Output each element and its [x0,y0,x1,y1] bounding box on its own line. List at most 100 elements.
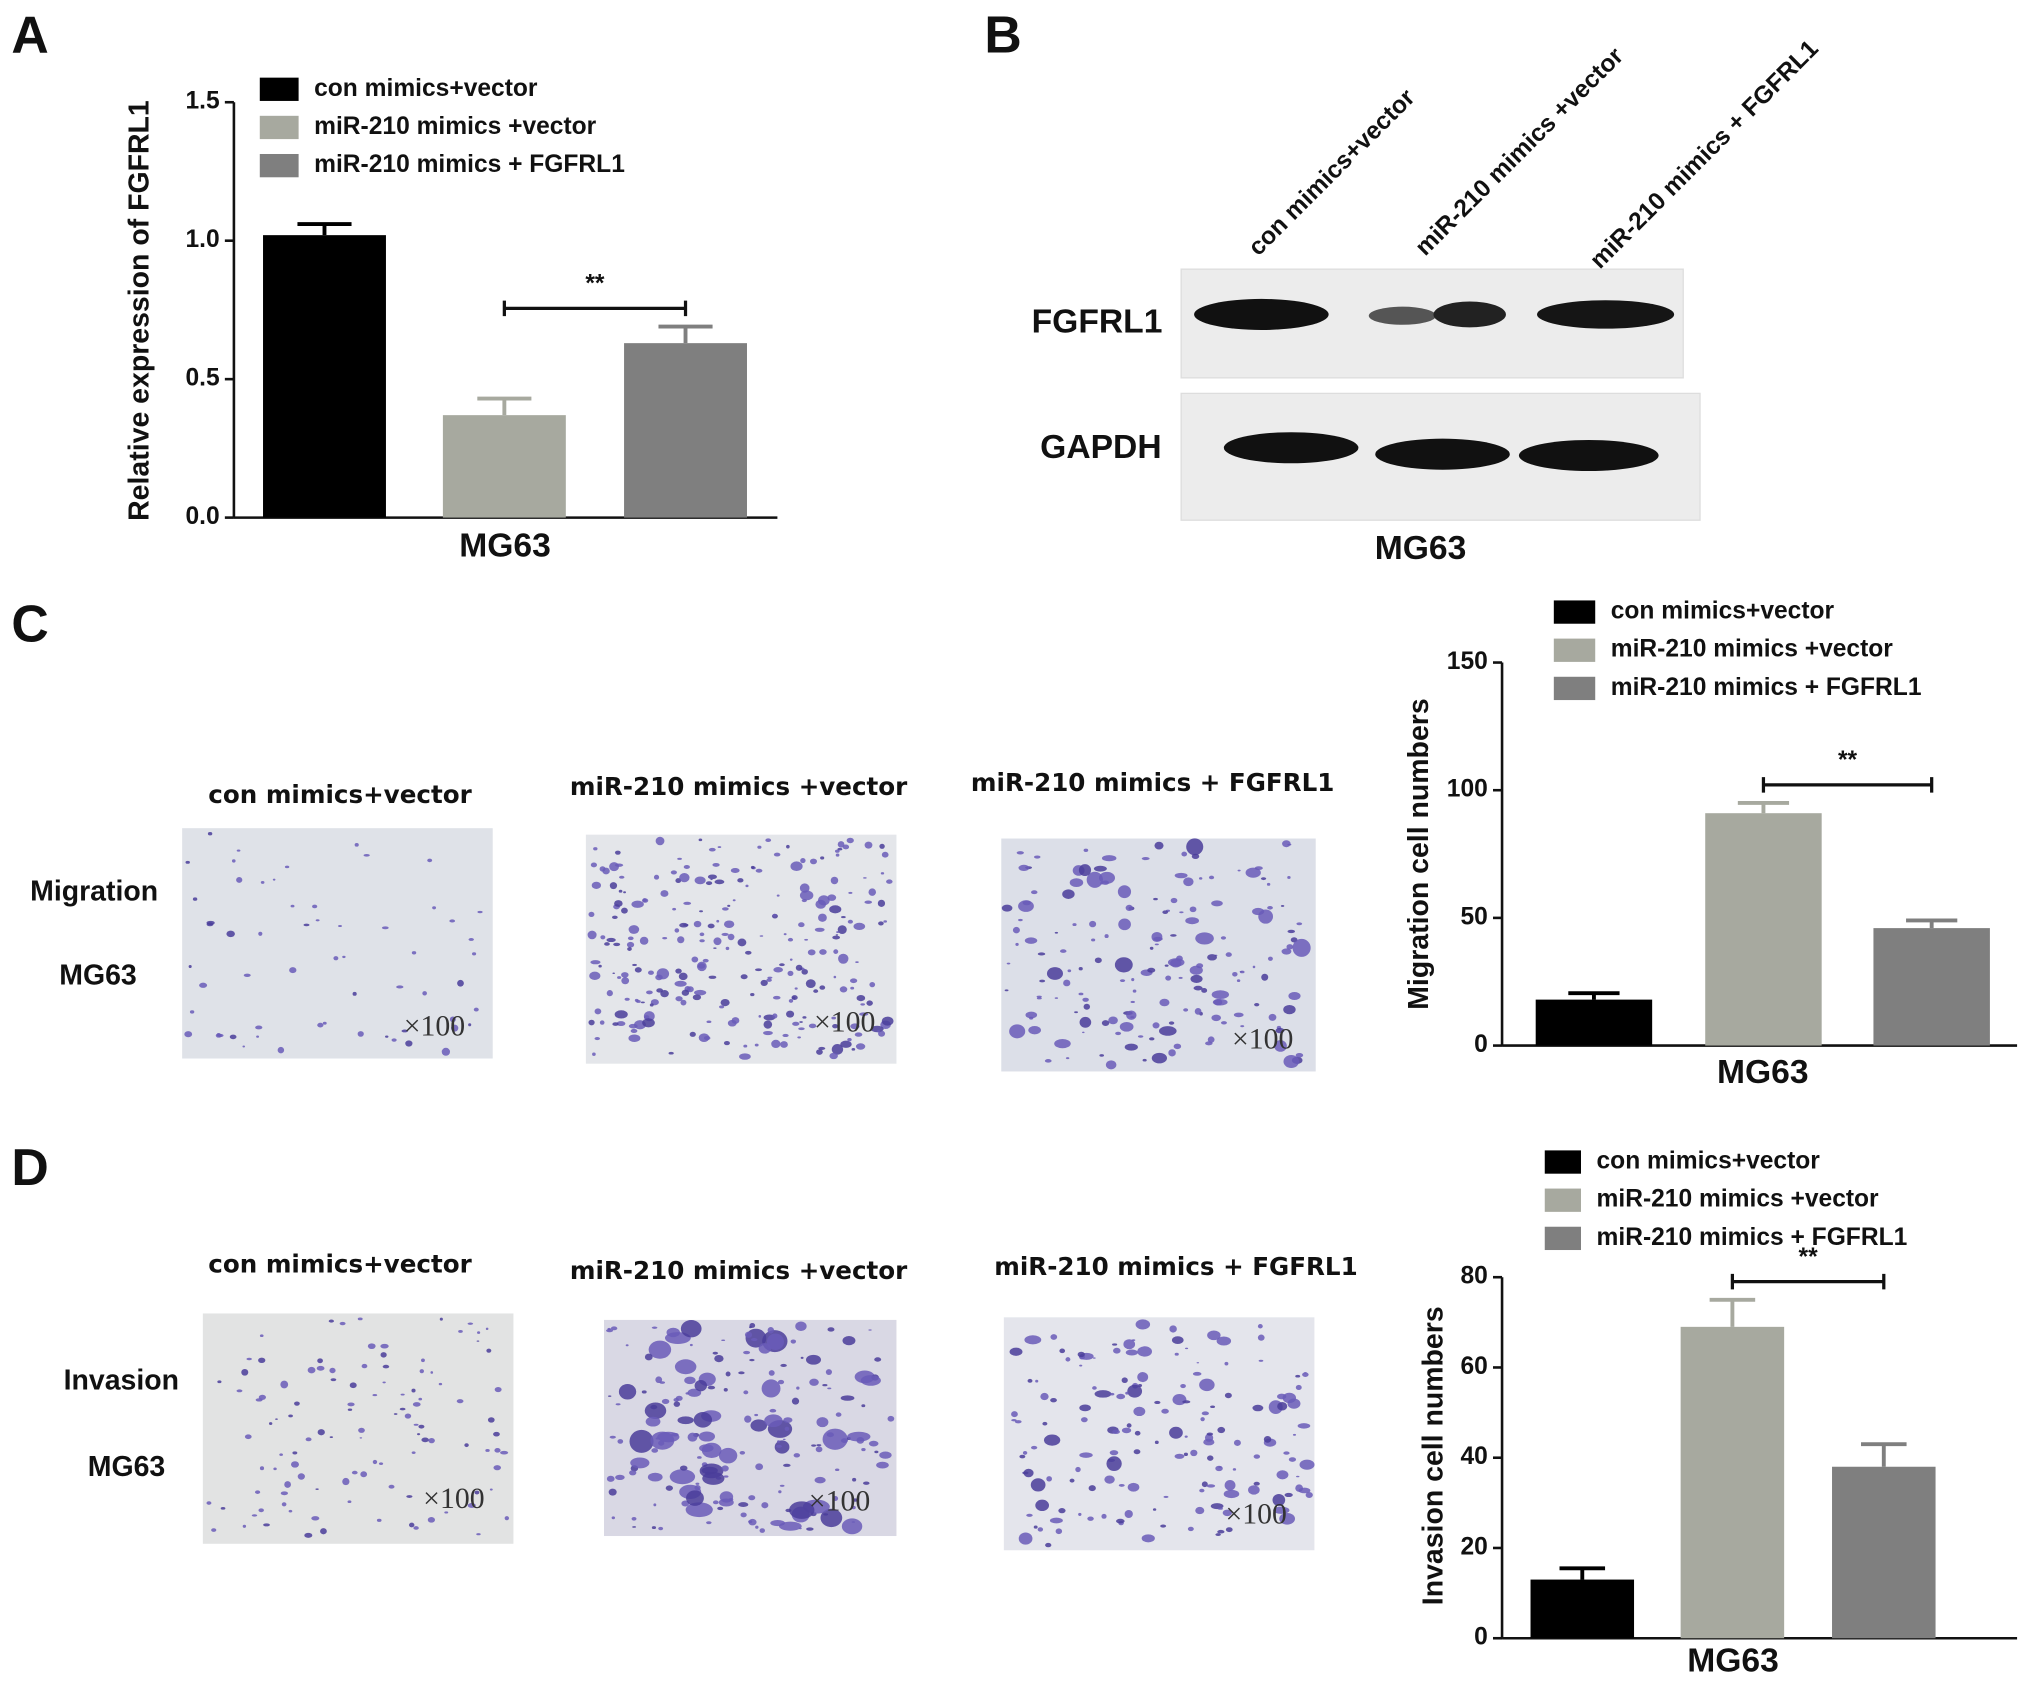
cell [783,933,787,936]
legend-label: con mimics+vector [314,75,538,102]
cell [708,975,717,979]
cell [832,1023,839,1029]
cell [1267,905,1273,910]
cell [841,1518,863,1535]
cell [1189,965,1203,975]
cell [279,1453,283,1456]
cell [333,956,339,961]
cell [738,1502,749,1508]
cell [347,1402,355,1407]
cell [683,901,692,905]
cell [1114,957,1133,973]
cell [1292,938,1311,957]
cell [823,1513,829,1516]
cell [1279,1512,1296,1525]
cell [713,937,722,946]
cell [263,1523,270,1527]
cell [855,1043,866,1050]
cell [802,1016,807,1019]
cell [679,1465,688,1471]
cell [1025,1011,1038,1019]
cell [628,1023,638,1029]
row-label: Migration [30,875,158,907]
cell [1168,1049,1176,1057]
cell [1295,1374,1301,1378]
bar [1535,999,1653,1046]
cell [1060,949,1067,953]
cell [1127,1384,1143,1398]
cell [1217,1426,1226,1434]
magnification: ×100 [1232,1023,1293,1056]
cell [1125,1391,1129,1395]
photo-title: con mimics+vector [208,780,472,809]
cell [184,1031,193,1038]
cell [588,911,595,917]
cell [811,1444,817,1447]
cell [609,862,620,872]
y-tick-label: 100 [1447,776,1488,803]
cell [1023,1468,1034,1478]
cell [242,1045,246,1048]
cell [1126,1010,1137,1020]
cell [422,991,427,996]
cell [833,975,837,979]
cell [685,1502,713,1518]
cell [604,942,610,946]
cell [832,1496,839,1501]
cell [668,1051,674,1055]
cell [611,1516,615,1520]
cell [863,1481,870,1485]
cell [813,989,819,993]
cell [1093,865,1107,872]
cell [1183,877,1194,887]
cell [1065,1057,1070,1060]
cell [206,1501,212,1505]
cell [1207,1330,1221,1341]
cell [485,1327,489,1331]
magnification: ×100 [1225,1497,1286,1530]
cell [1222,1509,1232,1517]
cell [468,1023,472,1027]
cell [1173,1043,1182,1050]
cell [1011,1411,1018,1418]
cell [1098,871,1116,884]
cell [819,949,827,955]
cell [714,1354,724,1363]
cell [297,1473,305,1480]
error-bar [1559,1566,1606,1580]
cell [1134,1430,1141,1436]
cell [886,879,893,884]
cell [1014,1420,1022,1424]
cell [814,927,825,932]
cell [723,920,735,928]
legend-swatch [1553,638,1596,662]
cell [693,920,702,928]
bar [442,415,566,518]
cell [861,1448,866,1452]
cell [807,949,816,956]
cell [859,1012,869,1016]
cell [613,942,621,947]
cell [284,1481,291,1488]
cell [658,1440,665,1446]
cell [721,932,729,936]
cell [1180,1383,1186,1389]
row-label: Invasion [64,1365,179,1397]
cell [697,1456,702,1459]
cell [837,925,847,935]
cell [378,1462,384,1465]
cell [312,904,318,909]
cell [1101,1020,1110,1027]
cell [795,1321,807,1332]
cell [799,890,814,901]
cell [779,963,785,967]
cell [594,1008,602,1015]
cell [1216,1336,1232,1346]
cell [256,1035,260,1038]
cell [1118,1483,1125,1487]
cell [1236,979,1241,983]
cell [468,938,474,941]
cell [1035,1499,1050,1512]
cell [1217,1507,1223,1510]
cell [1121,1427,1132,1434]
